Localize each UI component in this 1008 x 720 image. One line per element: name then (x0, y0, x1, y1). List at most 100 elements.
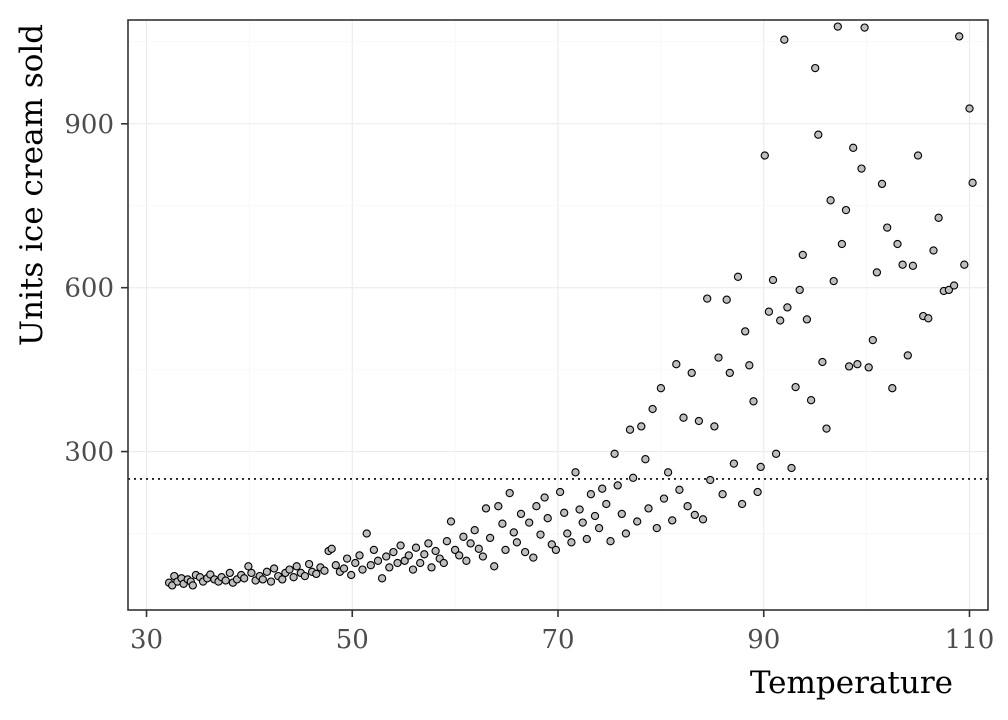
data-point (949, 281, 959, 290)
data-point (411, 543, 421, 552)
data-point (382, 552, 391, 561)
data-point (679, 413, 688, 422)
data-point (602, 499, 611, 509)
data-point (780, 35, 789, 44)
data-point (613, 481, 622, 490)
data-point (455, 551, 464, 560)
data-point (703, 294, 712, 303)
data-point (644, 504, 653, 513)
data-point (247, 568, 256, 578)
data-point (258, 575, 267, 584)
data-point (278, 575, 287, 584)
data-point (221, 576, 230, 585)
data-point (481, 504, 491, 513)
y-tick-label: 900 (64, 110, 114, 140)
data-point (424, 539, 433, 548)
data-point (841, 205, 851, 215)
data-point (470, 526, 479, 535)
data-point (687, 368, 696, 378)
data-point (648, 404, 657, 414)
data-point (536, 530, 545, 539)
data-point (663, 468, 673, 477)
data-point (771, 449, 781, 458)
data-point (555, 487, 565, 497)
data-point (934, 213, 943, 222)
data-point (837, 239, 847, 249)
data-point (872, 268, 882, 277)
data-point (722, 295, 731, 304)
data-point (903, 351, 912, 360)
y-axis: 300 600 900 (64, 110, 128, 468)
data-point (672, 360, 681, 369)
data-point (312, 569, 321, 579)
x-tick-label: 90 (747, 625, 780, 655)
data-point (768, 275, 778, 285)
data-point (641, 455, 650, 464)
data-point (849, 143, 858, 152)
data-point (342, 554, 352, 563)
data-point (694, 416, 704, 426)
y-tick-label: 600 (64, 274, 114, 304)
data-point (883, 223, 892, 232)
grid-lines (128, 20, 988, 610)
data-point (339, 564, 349, 573)
data-point (960, 260, 969, 269)
data-point (509, 528, 518, 537)
data-point (606, 537, 615, 546)
data-point (729, 459, 739, 468)
data-point (474, 544, 483, 553)
data-point (188, 581, 197, 590)
data-point (893, 239, 902, 249)
data-point (798, 250, 807, 260)
data-point (400, 556, 409, 565)
data-point (811, 63, 820, 73)
data-point (833, 22, 842, 31)
data-point (818, 357, 827, 367)
data-point (625, 425, 635, 434)
data-point (331, 561, 340, 570)
data-point (567, 538, 576, 547)
data-point (358, 565, 367, 574)
data-point (898, 260, 907, 269)
data-point (416, 558, 425, 568)
x-tick-label: 70 (541, 625, 574, 655)
data-point (462, 556, 471, 565)
data-point (714, 353, 723, 362)
data-point (327, 544, 336, 553)
data-point (853, 360, 862, 369)
data-point (431, 546, 440, 556)
data-point (498, 519, 507, 528)
data-point (760, 151, 769, 160)
data-point (300, 571, 310, 581)
data-point (741, 327, 750, 336)
data-point (485, 533, 495, 543)
data-point (690, 510, 699, 520)
data-point (787, 463, 796, 473)
data-point (396, 541, 405, 550)
data-point (637, 422, 646, 431)
data-point (551, 545, 561, 555)
data-point (860, 23, 869, 32)
data-point (598, 484, 607, 493)
data-point (442, 537, 452, 546)
data-point (289, 573, 298, 582)
data-point (659, 494, 669, 503)
data-point (753, 487, 762, 497)
data-point (285, 565, 294, 574)
data-point (675, 485, 684, 494)
data-point (543, 514, 552, 523)
data-point (965, 104, 974, 113)
data-point (262, 567, 272, 576)
data-point (929, 246, 938, 255)
data-point (944, 285, 954, 295)
data-point (877, 179, 887, 189)
data-point (908, 261, 918, 270)
data-point (466, 539, 475, 548)
data-point (822, 424, 831, 433)
data-point (355, 551, 364, 560)
data-point (683, 502, 692, 511)
x-tick-label: 50 (336, 625, 369, 655)
data-point (529, 553, 538, 562)
data-point (420, 550, 429, 559)
